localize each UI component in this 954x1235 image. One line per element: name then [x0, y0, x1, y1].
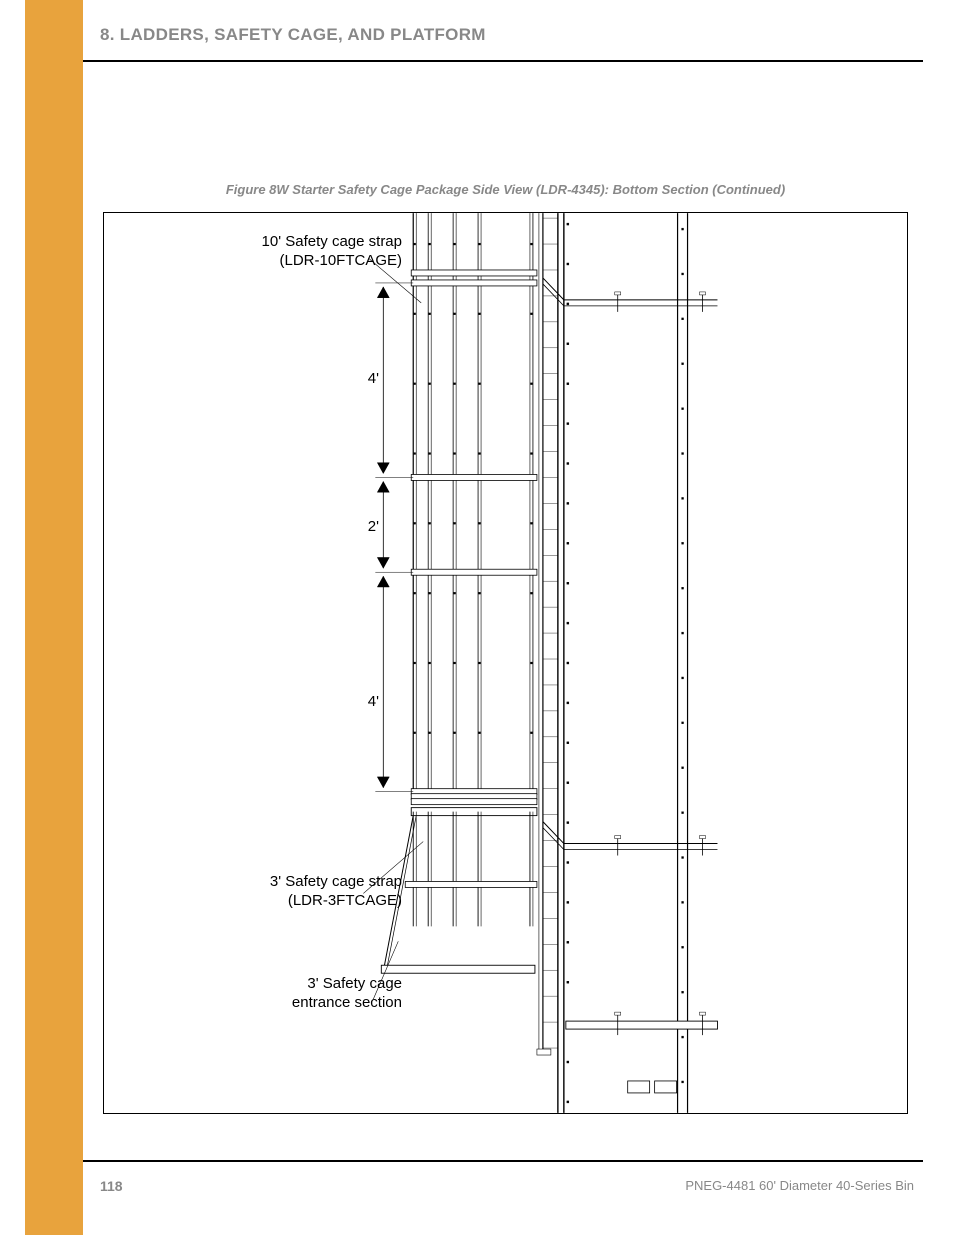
bottom-rule: [83, 1160, 923, 1162]
top-rule: [83, 60, 923, 62]
page-number: 118: [100, 1178, 123, 1194]
chapter-title: 8. LADDERS, SAFETY CAGE, AND PLATFORM: [100, 25, 486, 45]
document-id: PNEG-4481 60' Diameter 40-Series Bin: [685, 1178, 914, 1193]
technical-drawing: [104, 213, 907, 1113]
diagram-frame: 10' Safety cage strap (LDR-10FTCAGE) 3' …: [103, 212, 908, 1114]
orange-sidebar: [25, 0, 83, 1235]
figure-caption: Figure 8W Starter Safety Cage Package Si…: [103, 182, 908, 197]
